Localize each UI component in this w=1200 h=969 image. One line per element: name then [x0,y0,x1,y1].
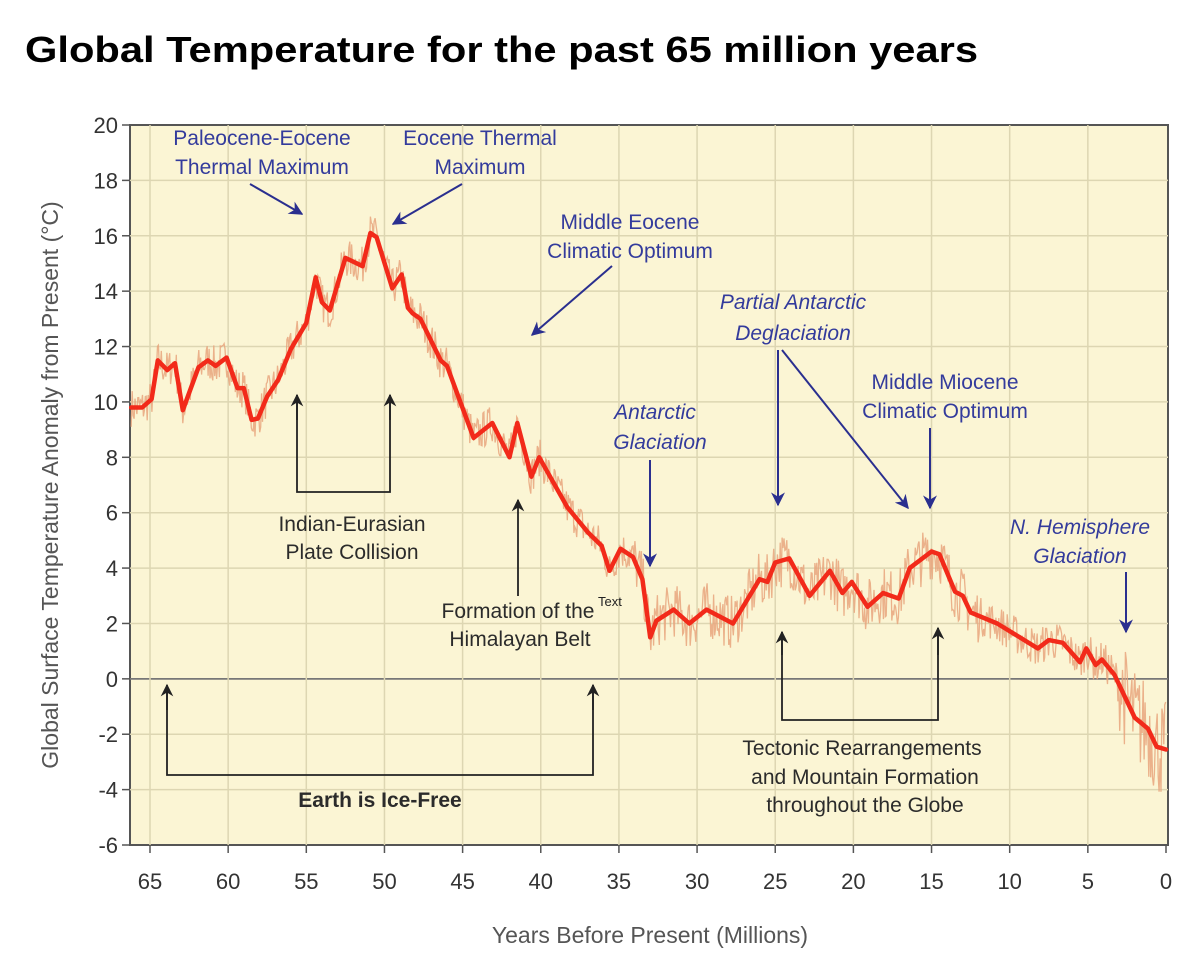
annotation-petm: Thermal Maximum [175,156,349,179]
annotations: Paleocene-Eocene Thermal Maximum Eocene … [160,127,1150,817]
annotation-partial-deglaciation: Partial Antarctic [720,291,867,314]
y-tick-label: 2 [106,611,118,636]
annotation-nh-glaciation: N. Hemisphere [1010,516,1150,539]
y-tick-label: 20 [94,113,118,138]
annotation-partial-deglaciation: Deglaciation [735,322,851,345]
x-axis-ticks: 65 60 55 50 45 40 35 30 25 20 15 10 5 0 [138,845,1172,894]
bracket-tectonic [781,628,939,721]
annotation-himalayan: Himalayan Belt [449,628,590,651]
x-tick-label: 45 [450,869,474,894]
y-axis-label: Global Surface Temperature Anomaly from … [37,201,63,768]
chart-title: Global Temperature for the past 65 milli… [25,29,978,70]
y-tick-label: 14 [94,279,118,304]
annotation-mmco: Climatic Optimum [862,400,1028,423]
x-tick-label: 10 [997,869,1021,894]
x-tick-label: 0 [1160,869,1172,894]
x-tick-label: 65 [138,869,162,894]
annotation-petm: Paleocene-Eocene [173,127,350,150]
y-tick-label: 0 [106,667,118,692]
annotation-meco: Climatic Optimum [547,240,713,263]
annotation-etm: Eocene Thermal [403,127,557,150]
grid [130,125,1168,845]
annotation-tectonic: and Mountain Formation [751,766,979,789]
arrow-deglaciation-2 [781,349,909,510]
x-tick-label: 20 [841,869,865,894]
y-tick-label: 16 [94,224,118,249]
x-tick-label: 40 [529,869,553,894]
x-tick-label: 25 [763,869,787,894]
series [128,216,1169,792]
stray-text-label: Text [598,594,622,609]
x-tick-label: 55 [294,869,318,894]
y-tick-label: -6 [98,833,118,858]
y-tick-label: 6 [106,501,118,526]
x-tick-label: 30 [685,869,709,894]
x-tick-label: 60 [216,869,240,894]
annotation-ice-free: Earth is Ice-Free [298,789,461,812]
annotation-etm: Maximum [434,156,525,179]
arrow-etm [391,183,463,225]
annotation-antarctic-glaciation: Antarctic [612,401,696,424]
annotation-indian-eurasian: Indian-Eurasian [278,513,425,536]
annotation-antarctic-glaciation: Glaciation [613,431,706,454]
arrow-meco [530,265,613,336]
x-tick-label: 15 [919,869,943,894]
annotation-indian-eurasian: Plate Collision [285,541,418,564]
y-tick-label: 10 [94,390,118,415]
annotation-nh-glaciation: Glaciation [1033,545,1126,568]
y-tick-label: -2 [98,722,118,747]
y-tick-label: 18 [94,168,118,193]
annotation-tectonic: throughout the Globe [766,794,963,817]
annotation-tectonic: Tectonic Rearrangements [742,737,981,760]
annotation-mmco: Middle Miocene [871,371,1018,394]
arrow-petm [249,183,304,215]
y-tick-label: 8 [106,445,118,470]
x-tick-label: 50 [372,869,396,894]
y-tick-label: 4 [106,556,118,581]
bracket-ice-free [166,686,594,776]
y-tick-label: -4 [98,778,118,803]
x-tick-label: 5 [1082,869,1094,894]
annotation-meco: Middle Eocene [561,211,700,234]
smoothed-temperature-line [128,230,1169,752]
x-tick-label: 35 [607,869,631,894]
y-tick-label: 12 [94,335,118,360]
annotation-himalayan: Formation of the [442,600,595,623]
x-axis-label: Years Before Present (Millions) [492,922,808,948]
bracket-indian-eurasian [296,395,391,493]
